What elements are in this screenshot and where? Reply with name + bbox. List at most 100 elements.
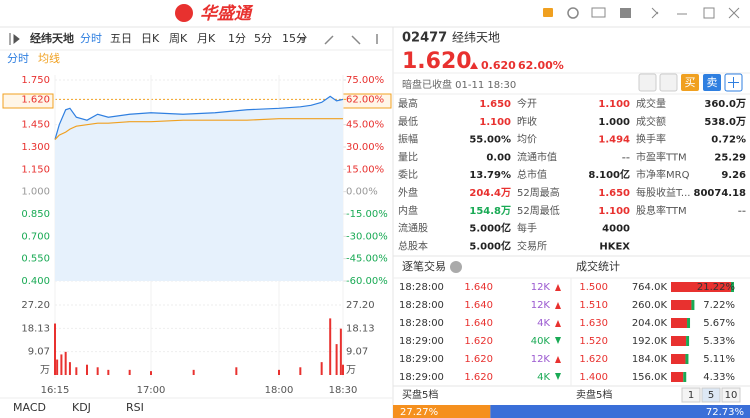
series-line <box>54 95 344 140</box>
stat-label: 最高 <box>398 97 418 110</box>
deal-bar-sell <box>686 336 690 346</box>
deal-share: 7.22% <box>703 300 735 311</box>
volume-bar <box>86 364 88 375</box>
stat-label: 市盈率TTM <box>636 150 687 163</box>
level-label[interactable]: 10 <box>725 390 738 401</box>
trade-volume: 12K <box>531 282 551 293</box>
stat-value: 8.100亿 <box>588 168 630 181</box>
maximize-button[interactable] <box>703 7 715 19</box>
period-tab[interactable]: 1分 <box>228 32 246 45</box>
trade-arrow <box>555 284 561 291</box>
buy-button[interactable] <box>681 74 699 91</box>
stat-value: 154.8万 <box>469 205 511 217</box>
volume-bar <box>278 369 280 375</box>
dropdown-arrow[interactable] <box>299 37 307 42</box>
deal-share: 4.33% <box>703 372 735 383</box>
help-icon[interactable] <box>450 261 462 273</box>
stat-value: 0.00 <box>486 152 511 163</box>
volume-bar <box>64 351 67 375</box>
y2-tick-label: 45.00% <box>346 120 384 131</box>
trade-price: 1.620 <box>464 372 493 383</box>
level-label[interactable]: 5 <box>708 390 714 401</box>
status: 暗盘已收盘 01-11 18:30 <box>402 78 516 91</box>
logo-icon <box>175 4 193 22</box>
y2-tick-label: 30.00% <box>346 142 384 153</box>
period-tab[interactable]: 周K <box>169 32 188 45</box>
period-tab[interactable]: 月K <box>197 32 216 45</box>
stat-label: 52周最低 <box>517 204 560 217</box>
stat-value: 1.100 <box>479 117 511 128</box>
legend-entry[interactable]: 均线 <box>38 51 60 65</box>
level-button[interactable] <box>701 387 721 403</box>
indicator-tab[interactable]: RSI <box>126 401 144 414</box>
volume-bar <box>96 367 99 375</box>
stat-value: 1.000 <box>598 117 630 128</box>
trade-volume: 12K <box>531 300 551 311</box>
trade-arrow <box>555 320 561 327</box>
buy-button-label[interactable]: 买 <box>685 76 696 89</box>
service-icon[interactable] <box>567 7 579 19</box>
legend-entry[interactable]: 分时 <box>7 52 29 65</box>
volume-unit: 万 <box>40 365 50 376</box>
mail-icon[interactable] <box>591 7 606 18</box>
period-tab[interactable]: 五日 <box>110 32 132 45</box>
current-price-label: 1.620 <box>21 94 50 105</box>
add-icon[interactable] <box>728 77 739 88</box>
close-button[interactable] <box>728 7 740 19</box>
lock-icon[interactable] <box>543 8 553 17</box>
period-tab[interactable]: 日K <box>141 32 160 45</box>
trade-price: 1.640 <box>464 300 493 311</box>
volume-bar <box>299 367 302 375</box>
period-tab[interactable]: 5分 <box>254 32 272 45</box>
deal-price: 1.630 <box>579 318 608 329</box>
stat-value: 538.0万 <box>704 116 746 128</box>
trade-arrow <box>555 373 561 380</box>
deal-bar <box>671 282 731 292</box>
sell-button[interactable] <box>703 74 721 91</box>
stat-label: 内盘 <box>398 204 418 217</box>
volume-bar <box>54 323 56 375</box>
period-tab[interactable]: 分时 <box>80 32 102 45</box>
level-button[interactable] <box>681 387 701 403</box>
collapse-icon[interactable] <box>9 33 20 45</box>
y2-tick-label: 18.13 <box>346 323 375 334</box>
depth-label: 买盘5档 <box>402 388 438 401</box>
volume-bar <box>68 362 71 375</box>
alert-button[interactable] <box>638 73 657 92</box>
indicator-tab[interactable]: KDJ <box>72 401 91 414</box>
y2-tick-label: 75.00% <box>346 75 384 86</box>
y2-tick-label: 27.20 <box>346 300 375 311</box>
stat-label: 量比 <box>398 151 418 163</box>
indicator-tab[interactable]: MACD <box>13 401 46 414</box>
y-tick-label: 1.300 <box>21 142 50 153</box>
volume-bar <box>235 367 238 375</box>
level-label[interactable]: 1 <box>688 390 694 401</box>
stat-value: 0.72% <box>711 135 746 146</box>
level-button[interactable] <box>721 387 741 403</box>
stat-value: HKEX <box>599 241 630 252</box>
deal-bar-sell <box>687 318 691 328</box>
sell-share: 72.73% <box>706 407 744 418</box>
profile-button[interactable] <box>659 73 678 92</box>
stock-name: 经纬天地 <box>452 31 500 45</box>
stat-label: 均价 <box>517 134 537 146</box>
shrink-icon[interactable] <box>651 7 659 19</box>
stat-label: 总股本 <box>398 239 428 252</box>
shirt-icon[interactable] <box>620 8 631 18</box>
deal-bar-sell <box>683 372 687 382</box>
stat-label: 成交额 <box>636 115 666 128</box>
stat-label: 流通市值 <box>517 150 557 163</box>
tool-icons[interactable] <box>324 34 378 45</box>
deal-bar <box>671 372 684 382</box>
period-tab[interactable]: 15分 <box>282 32 307 45</box>
deal-bar <box>671 318 688 328</box>
trade-time: 18:29:00 <box>399 336 444 347</box>
trade-volume: 4K <box>537 318 550 329</box>
volume-bar <box>339 328 342 375</box>
stat-label: 委比 <box>398 168 418 181</box>
trade-arrow <box>555 302 561 309</box>
stat-value: 25.29 <box>714 152 746 163</box>
sell-button-label[interactable]: 卖 <box>707 76 718 89</box>
